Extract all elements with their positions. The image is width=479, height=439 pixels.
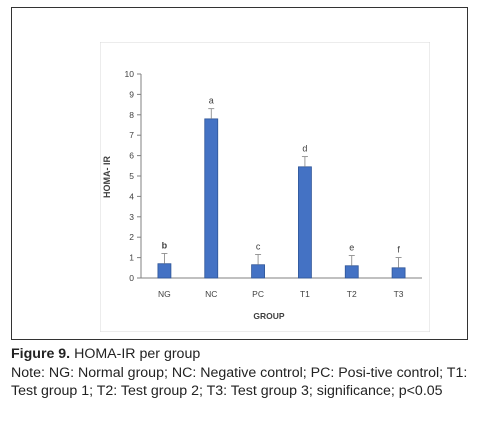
y-tick-label: 3 xyxy=(129,212,134,222)
x-tick-label: T1 xyxy=(300,289,310,299)
significance-label: b xyxy=(162,241,168,251)
figure-caption: Figure 9. HOMA-IR per group Note: NG: No… xyxy=(11,345,473,401)
significance-label: d xyxy=(302,144,307,154)
figure-title: HOMA-IR per group xyxy=(70,346,201,362)
x-tick-label: PC xyxy=(252,289,264,299)
chart-area xyxy=(100,42,430,332)
figure-note: Note: NG: Normal group; NC: Negative con… xyxy=(11,364,468,400)
y-tick-label: 2 xyxy=(129,232,134,242)
bar xyxy=(344,265,359,279)
y-tick-label: 10 xyxy=(125,69,135,79)
bar xyxy=(298,166,312,279)
y-tick-label: 0 xyxy=(129,273,134,283)
significance-label: e xyxy=(349,243,354,253)
bar xyxy=(391,267,406,279)
significance-label: a xyxy=(209,96,214,106)
figure-frame: 0 1 2 3 4 5 6 7 8 9 10 b NG a NC c PC d T1 e T2 f T3 HOMA- IR … xyxy=(11,7,468,340)
figure-label: Figure 9. xyxy=(11,346,71,362)
bar xyxy=(157,263,172,279)
significance-label: c xyxy=(256,242,261,252)
y-tick-label: 4 xyxy=(129,191,134,201)
x-axis-label: GROUP xyxy=(253,311,285,321)
bar xyxy=(251,264,265,279)
y-tick-label: 9 xyxy=(129,89,134,99)
y-axis-label: HOMA- IR xyxy=(102,156,112,198)
y-tick-label: 8 xyxy=(129,110,134,120)
x-tick-label: NC xyxy=(205,289,217,299)
x-tick-label: NG xyxy=(158,289,171,299)
y-tick-label: 1 xyxy=(129,253,134,263)
significance-label: f xyxy=(397,245,400,255)
y-tick-label: 6 xyxy=(129,151,134,161)
y-tick-label: 7 xyxy=(129,130,134,140)
y-tick-label: 5 xyxy=(129,171,134,181)
x-tick-label: T2 xyxy=(347,289,357,299)
x-tick-label: T3 xyxy=(394,289,404,299)
bar xyxy=(204,118,219,279)
